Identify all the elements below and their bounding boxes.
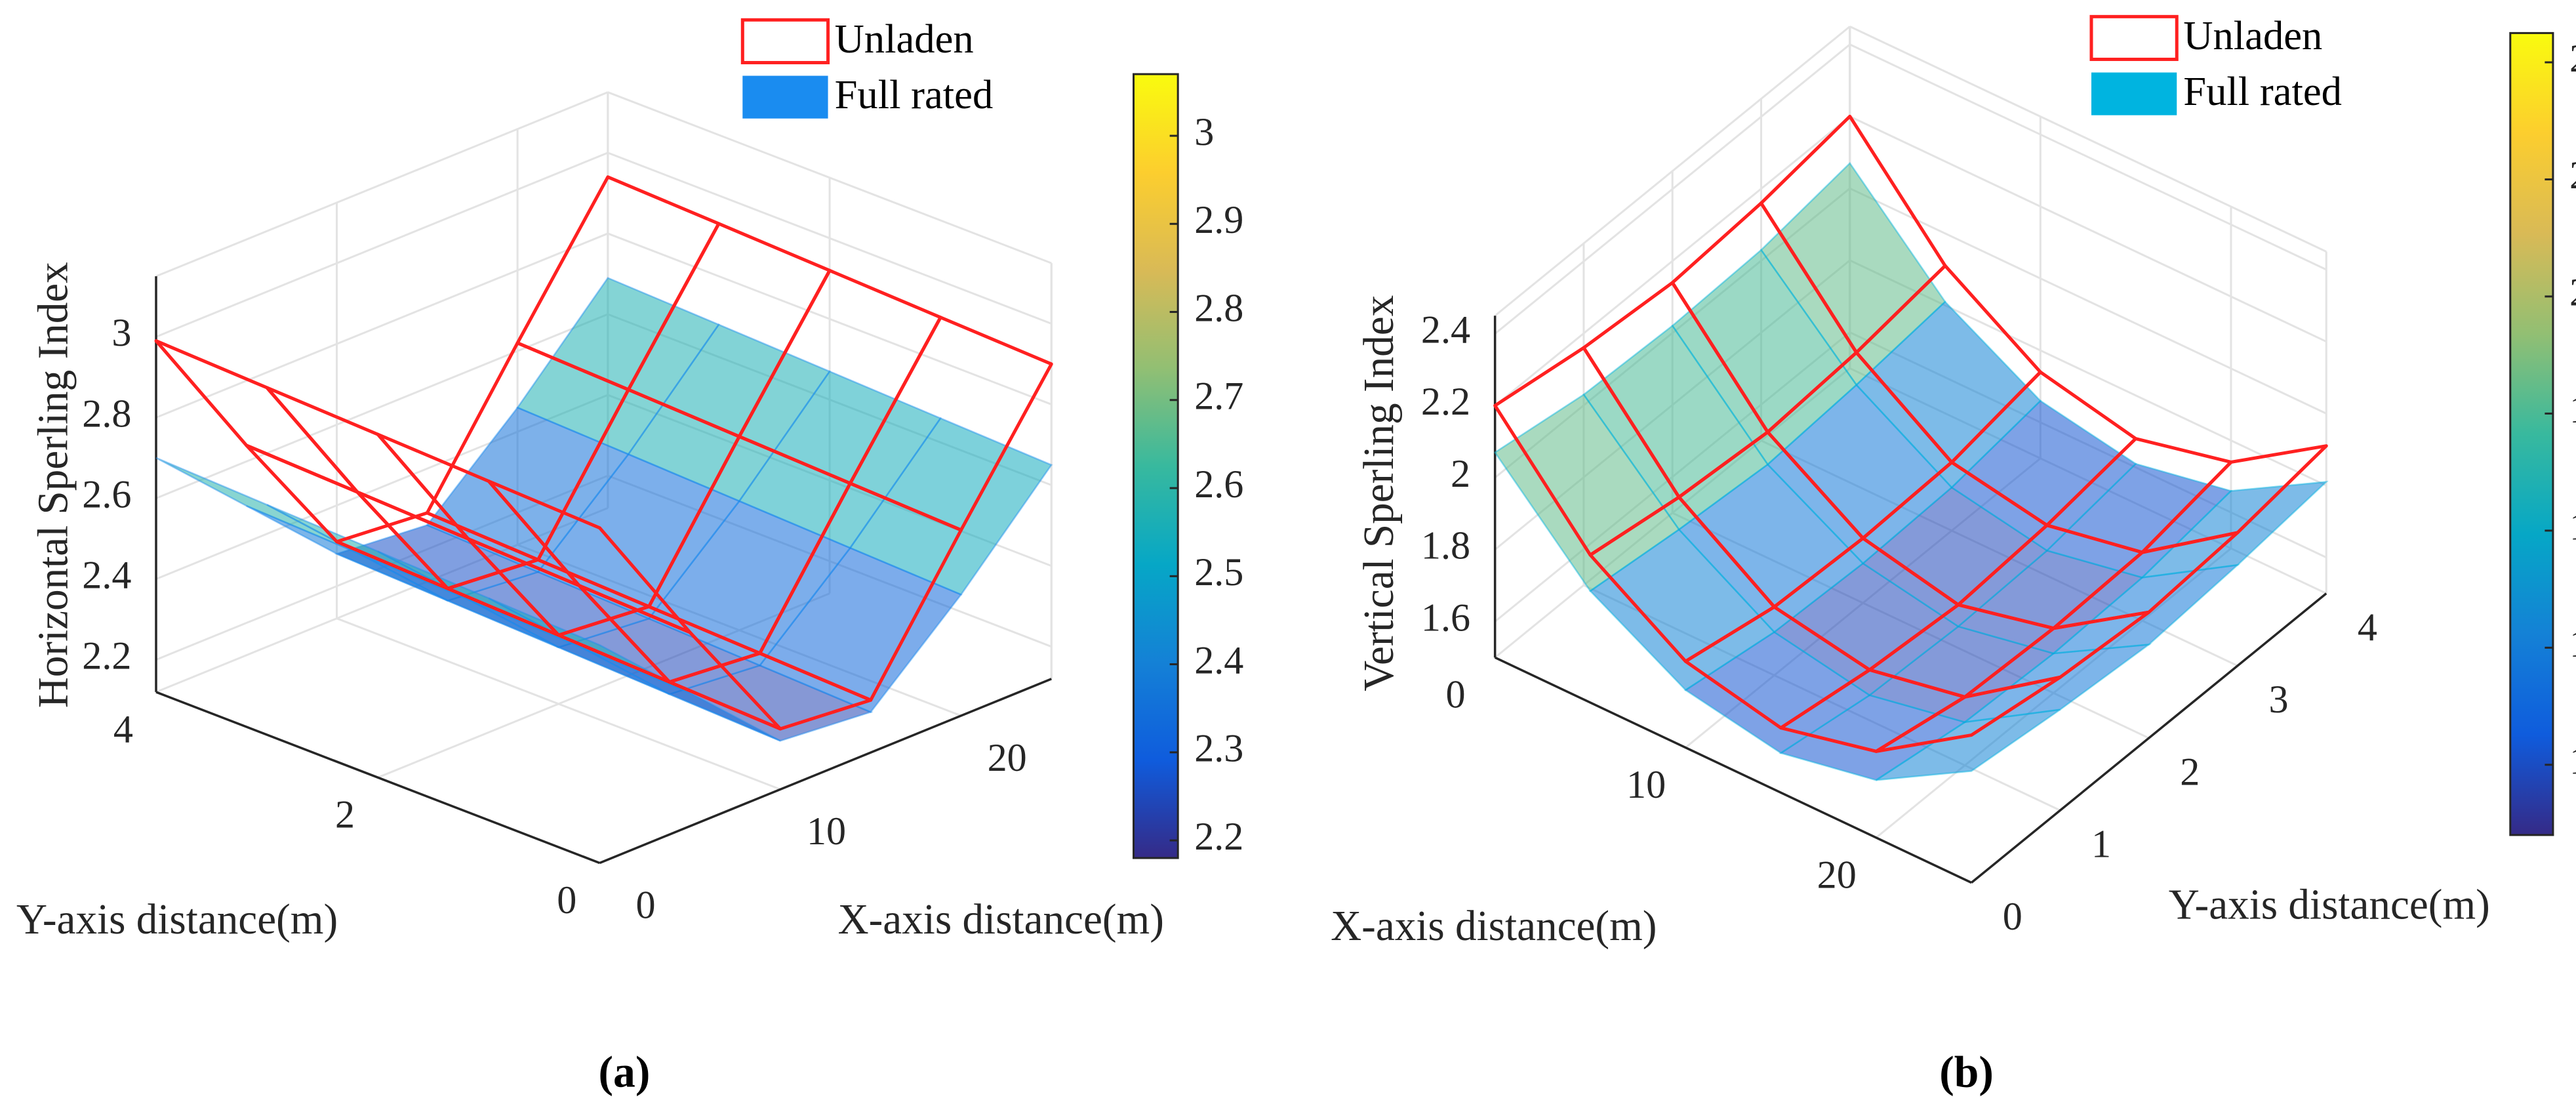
y-tick-label: 2 [335,793,355,837]
surface-facet [578,645,781,742]
z-tick-label: 2.4 [1421,308,1470,352]
legend-label: Full rated [2183,68,2342,114]
caption: (b) [1939,1048,1994,1097]
colorbar-tick-label: 2.9 [1194,198,1243,242]
y-tick-label: 4 [113,707,133,751]
legend-swatch [742,75,828,119]
y-tick-label: 4 [2358,605,2377,649]
y-tick-label: 2 [2180,750,2200,794]
grid-line [1849,187,2327,415]
z-tick-label: 2.4 [82,553,131,597]
y-axis [1971,592,2327,884]
mesh-facet [487,480,692,634]
legend-swatch [2091,72,2177,115]
colorbar-tick-label: 2.2 [2569,37,2576,81]
y-tick-label: 3 [2269,678,2289,722]
colorbar-tick-label: 2.8 [1194,286,1243,330]
z-axis-label: Horizontal Sperling Index [30,262,77,708]
caption: (a) [599,1048,651,1097]
grid-line [1849,115,2327,343]
legend-label: Unladen [835,16,974,62]
grid-line [155,232,609,419]
colorbar-tick-label: 1.6 [2569,739,2576,783]
colorbar-tick-label: 2.2 [1194,815,1243,859]
mesh-facet [1874,675,2062,753]
surface-facet [2140,480,2329,579]
legend-swatch [740,18,830,64]
colorbar-tick-label: 2.6 [1194,462,1243,506]
x-tick-label: 10 [1626,763,1666,807]
mesh-facet [154,339,359,494]
z-tick-label: 2.2 [1421,380,1470,424]
grid-line [1849,43,2327,271]
surface-facet [2051,564,2240,655]
legend-label: Unladen [2183,12,2322,58]
x-tick-label: 10 [807,810,846,853]
z-tick-label: 2 [1451,452,1470,496]
colorbar-tick-label: 2 [2569,271,2576,315]
panel: 0 10 20 0 2 4 2.2 2.4 2.6 2.8 3 X-axis distance(m) Y… [16,16,1243,1097]
x-axis-label: X-axis distance(m) [838,896,1164,943]
legend-label: Full rated [835,72,994,117]
x-axis-label: X-axis distance(m) [1331,903,1657,950]
z-tick-label: 1.6 [1421,596,1470,640]
x-tick-label: 20 [1817,853,1857,897]
colorbar [1133,73,1179,859]
y-tick-label: 0 [2003,895,2023,939]
box-edge [1849,26,2327,253]
colorbar-tick-label: 2.7 [1194,375,1243,419]
y-tick-label: 0 [557,878,576,922]
colorbar-tick-label: 1.9 [2569,388,2576,432]
colorbar-tick-label: 1.7 [2569,622,2576,666]
x-axis [1494,656,1972,884]
z-tick-label: 2.2 [82,634,131,678]
z-tick-label: 3 [111,311,131,355]
x-axis [599,678,1052,865]
y-axis-label: Y-axis distance(m) [16,896,338,943]
colorbar-tick-label: 2.5 [1194,550,1243,594]
y-axis [155,691,600,865]
z-tick-label: 2.8 [82,392,131,436]
x-tick-label: 0 [1445,673,1465,717]
colorbar-tick-label: 2.1 [2569,154,2576,197]
colorbar-tick-label: 2.4 [1194,638,1243,682]
x-tick-label: 0 [635,883,655,927]
surface-facet [1962,643,2152,724]
z-tick-label: 1.8 [1421,524,1470,568]
box-edge [155,91,609,277]
z-axis-label: Vertical Sperling Index [1356,295,1403,691]
colorbar-tick-label: 2.3 [1194,727,1243,771]
z-tick-label: 2.6 [82,472,131,516]
colorbar-tick-label: 1.8 [2569,505,2576,549]
x-tick-label: 20 [988,736,1027,780]
colorbar [2509,31,2554,836]
panel: 0 10 20 0 1 2 3 4 1.6 1.8 2 2.2 2.4 X-axis distance(m… [1331,12,2576,1097]
grid-line [155,313,609,499]
colorbar-tick-label: 3 [1194,110,1214,154]
y-axis-label: Y-axis distance(m) [2169,882,2490,929]
y-tick-label: 1 [2091,823,2111,867]
grid-line [155,152,609,338]
legend-swatch [2089,14,2179,61]
